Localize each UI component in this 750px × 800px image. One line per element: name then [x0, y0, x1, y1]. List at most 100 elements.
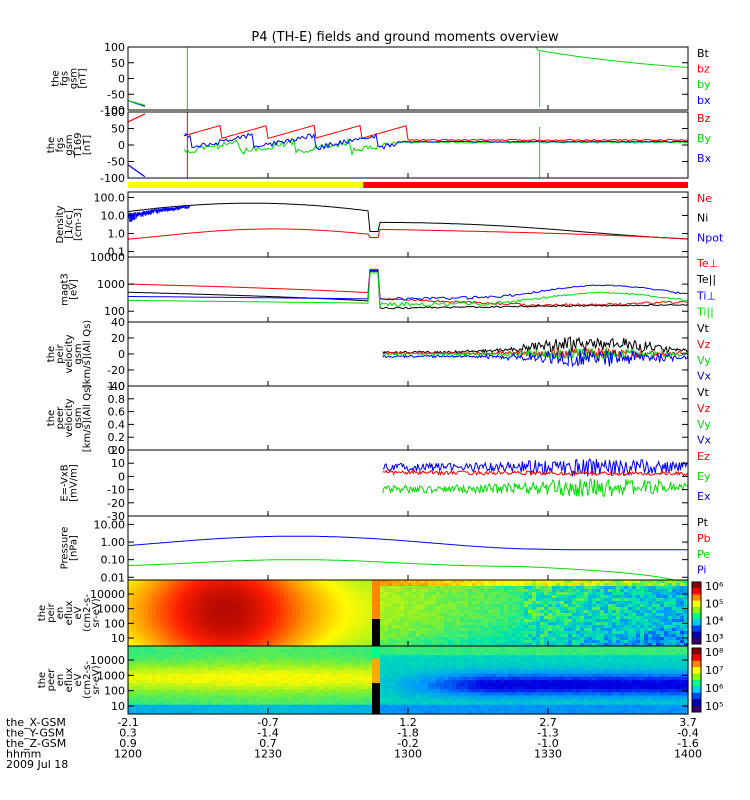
spectrogram-cell [652, 580, 657, 584]
spectrogram-cell [232, 613, 237, 617]
spectrogram-cell [308, 658, 313, 663]
spectrogram-cell [468, 628, 473, 632]
spectrogram-cell [228, 667, 233, 672]
spectrogram-cell [664, 640, 669, 644]
spectrogram-cell [136, 710, 141, 715]
spectrogram-cell [208, 610, 213, 614]
spectrogram-cell [152, 643, 157, 647]
spectrogram-cell [520, 601, 525, 605]
spectrogram-cell [568, 628, 573, 632]
spectrogram-cell [176, 595, 181, 599]
spectrogram-cell [412, 586, 417, 590]
spectrogram-cell [404, 637, 409, 641]
spectrogram-cell [296, 592, 301, 596]
spectrogram-cell [172, 652, 177, 656]
spectrogram-cell [352, 664, 357, 669]
spectrogram-cell [204, 710, 209, 715]
spectrogram-cell [276, 664, 281, 669]
spectrogram-cell [240, 628, 245, 632]
spectrogram-cell [412, 625, 417, 629]
spectrogram-cell [396, 628, 401, 632]
spectrogram-cell [616, 631, 621, 635]
spectrogram-cell [368, 680, 373, 684]
spectrogram-cell [264, 580, 269, 584]
spectrogram-cell [160, 595, 165, 599]
spectrogram-cell [624, 607, 629, 611]
spectrogram-cell [660, 607, 665, 611]
spectrogram-cell [228, 683, 233, 687]
spectrogram-cell [240, 698, 245, 703]
spectrogram-cell [324, 616, 329, 620]
spectrogram-cell [424, 610, 429, 614]
spectrogram-cell [384, 637, 389, 641]
spectrogram-cell [332, 707, 337, 712]
spectrogram-cell [420, 631, 425, 635]
spectrogram-cell [164, 649, 169, 653]
spectrogram-cell [144, 631, 149, 635]
spectrogram-cell [236, 589, 241, 593]
spectrogram-cell [244, 649, 249, 653]
spectrogram-cell [616, 622, 621, 626]
spectrogram-cell [204, 580, 209, 584]
spectrogram-cell [384, 631, 389, 635]
spectrogram-cell [424, 592, 429, 596]
spectrogram-cell [420, 707, 425, 712]
spectrogram-cell [684, 634, 689, 638]
spectrogram-cell [376, 634, 381, 638]
spectrogram-cell [292, 637, 297, 641]
spectrogram-cell [464, 670, 469, 675]
spectrogram-cell [368, 658, 373, 663]
spectrogram-cell [484, 622, 489, 626]
spectrogram-cell [644, 601, 649, 605]
spectrogram-cell [136, 649, 141, 653]
spectrogram-cell [656, 580, 661, 584]
spectrogram-cell [576, 634, 581, 638]
spectrogram-cell [176, 661, 181, 666]
spectrogram-cell [364, 640, 369, 644]
spectrogram-cell [400, 589, 405, 593]
spectrogram-cell [156, 610, 161, 614]
spectrogram-cell [336, 586, 341, 590]
spectrogram-cell [416, 664, 421, 669]
spectrogram-cell [136, 698, 141, 703]
spectrogram-cell [300, 698, 305, 703]
spectrogram-cell [312, 595, 317, 599]
spectrogram-cell [204, 698, 209, 703]
spectrogram-cell [528, 616, 533, 620]
spectrogram-cell [536, 628, 541, 632]
spectrogram-cell [160, 670, 165, 675]
spectrogram-cell [264, 643, 269, 647]
spectrogram-cell [172, 689, 177, 693]
spectrogram-cell [252, 652, 257, 656]
spectrogram-cell [440, 640, 445, 644]
spectrogram-cell [344, 701, 349, 706]
spectrogram-cell [180, 628, 185, 632]
spectrogram-cell [144, 598, 149, 602]
spectrogram-cell [316, 616, 321, 620]
spectrogram-cell [296, 625, 301, 629]
spectrogram-cell [188, 589, 193, 593]
spectrogram-cell [156, 673, 161, 678]
spectrogram-cell [580, 601, 585, 605]
spectrogram-cell [448, 643, 453, 647]
spectrogram-cell [376, 640, 381, 644]
spectrogram-cell [660, 595, 665, 599]
spectrogram-cell [500, 598, 505, 602]
spectrogram-cell [148, 698, 153, 703]
spectrogram-cell [500, 604, 505, 608]
spectrogram-cell [580, 586, 585, 590]
spectrogram-cell [276, 707, 281, 712]
spectrogram-cell [556, 625, 561, 629]
spectrogram-cell [196, 698, 201, 703]
spectrogram-cell [240, 625, 245, 629]
spectrogram-cell [240, 613, 245, 617]
spectrogram-cell [612, 619, 617, 623]
spectrogram-cell [576, 622, 581, 626]
spectrogram-cell [236, 634, 241, 638]
spectrogram-cell [632, 631, 637, 635]
spectrogram-cell [300, 692, 305, 697]
spectrogram-cell [440, 613, 445, 617]
spectrogram-cell [292, 643, 297, 647]
spectrogram-cell [260, 680, 265, 684]
spectrogram-cell [368, 698, 373, 703]
